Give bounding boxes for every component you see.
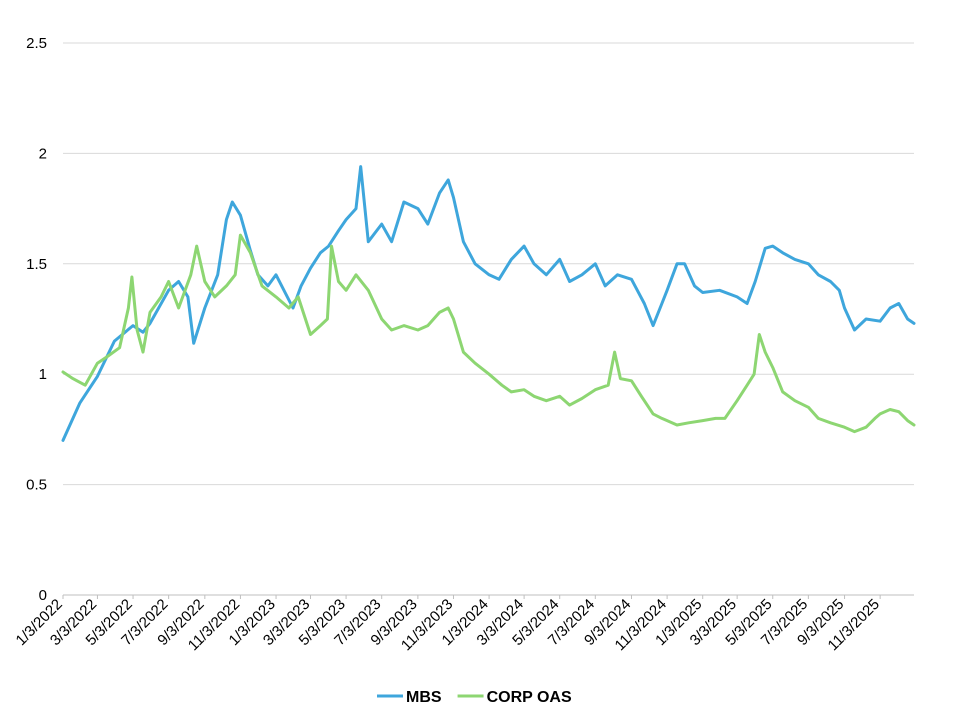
y-axis: 0 0.5 1 1.5 2 2.5 <box>26 35 47 604</box>
x-axis: 1/3/20223/3/20225/3/20227/3/20229/3/2022… <box>13 595 883 654</box>
y-tick-label: 2 <box>39 145 47 162</box>
y-tick-label: 0.5 <box>26 477 47 494</box>
series-line-corp-oas <box>61 233 916 434</box>
y-tick-label: 0 <box>39 587 47 604</box>
y-tick-label: 2.5 <box>26 35 47 52</box>
legend-label: MBS <box>406 689 442 706</box>
legend-label: CORP OAS <box>487 689 572 706</box>
series-line-mbs <box>61 165 916 442</box>
series-lines <box>61 165 916 442</box>
legend: MBS CORP OAS <box>377 689 572 706</box>
y-tick-label: 1.5 <box>26 256 47 273</box>
y-tick-label: 1 <box>39 366 47 383</box>
